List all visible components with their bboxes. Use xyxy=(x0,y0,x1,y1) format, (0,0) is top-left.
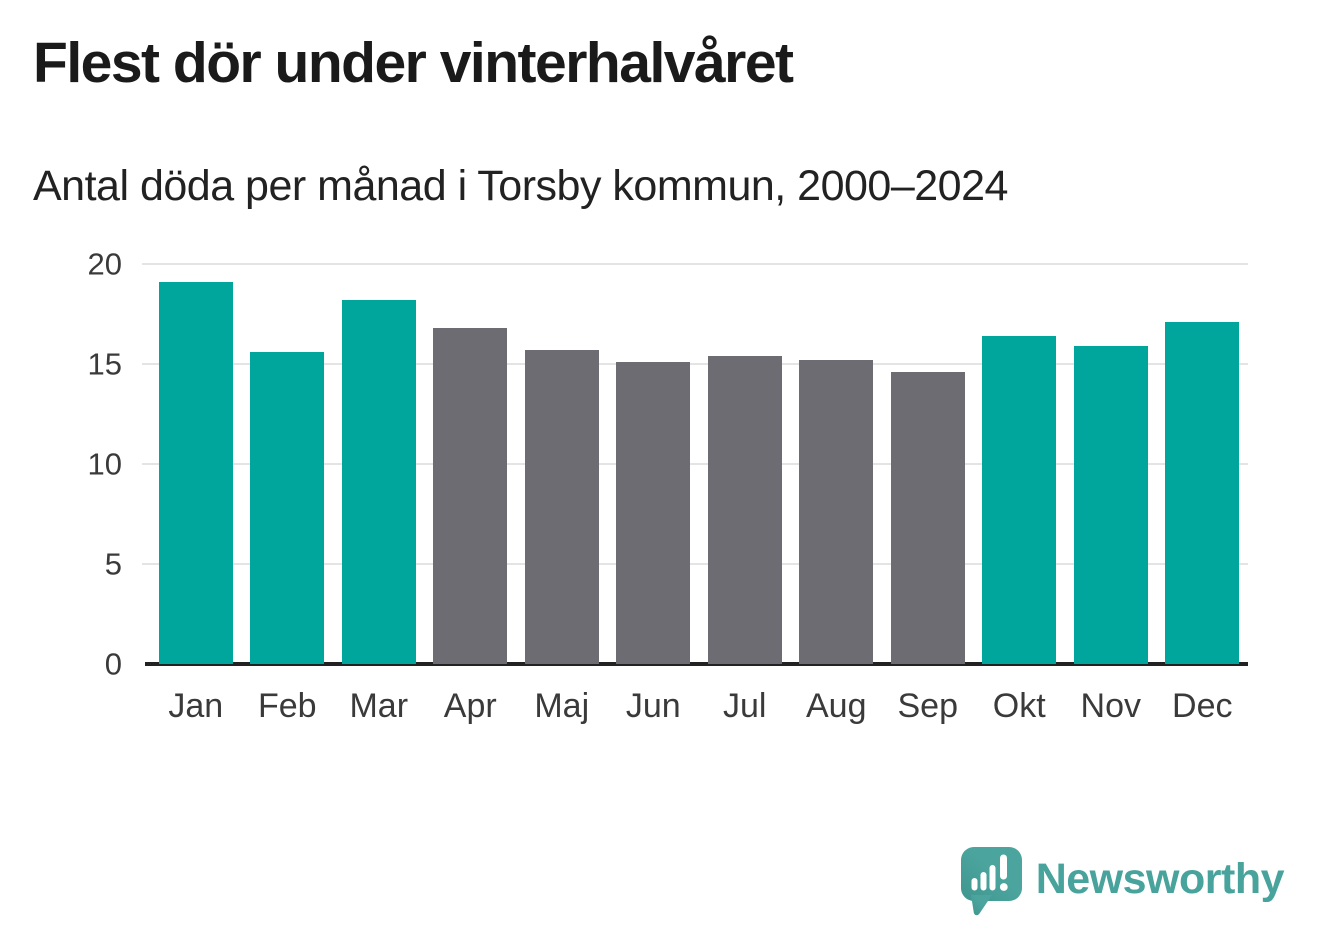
ytick-label-0: 0 xyxy=(104,646,122,682)
bar-maj xyxy=(524,350,599,664)
bar-dec xyxy=(1165,322,1240,664)
bar-slot-feb xyxy=(242,264,334,664)
xtick-label-dec: Dec xyxy=(1172,687,1233,725)
xtick-label-nov: Nov xyxy=(1080,687,1141,725)
plot-area: Jan Feb Mar Apr Maj Jun Jul Aug Sep Okt Nov Dec 20 1… xyxy=(88,249,1248,725)
bar-slot-sep xyxy=(882,264,974,664)
speech-bubble-bar-chart-icon xyxy=(960,847,1022,916)
bar-slot-jul xyxy=(699,264,791,664)
bar-aug xyxy=(799,360,874,664)
gridline-10 xyxy=(142,463,1248,465)
chart-title: Flest dör under vinterhalvåret xyxy=(33,31,794,95)
bar-jun xyxy=(616,362,691,664)
bar-okt xyxy=(982,336,1057,664)
xtick-label-aug: Aug xyxy=(806,687,867,725)
bar-slot-jun xyxy=(608,264,700,664)
ytick-label-5: 5 xyxy=(104,546,122,582)
bars-row xyxy=(150,264,1248,664)
bar-slot-aug xyxy=(791,264,883,664)
gridline-20 xyxy=(142,263,1248,265)
xtick-label-maj: Maj xyxy=(534,687,590,725)
ytick-label-10: 10 xyxy=(87,446,122,482)
xtick-label-jun: Jun xyxy=(625,687,681,725)
bar-jul xyxy=(707,356,782,664)
xtick-label-feb: Feb xyxy=(257,687,317,725)
xtick-label-jan: Jan xyxy=(168,687,224,725)
x-axis-line xyxy=(145,662,1248,666)
bar-slot-okt xyxy=(974,264,1066,664)
newsworthy-brand: Newsworthy xyxy=(960,847,1285,921)
bar-apr xyxy=(433,328,508,664)
bar-jan xyxy=(158,282,233,664)
bar-slot-nov xyxy=(1065,264,1157,664)
xtick-label-apr: Apr xyxy=(443,687,497,725)
xtick-label-sep: Sep xyxy=(897,687,959,725)
ytick-label-20: 20 xyxy=(87,246,122,282)
bar-sep xyxy=(890,372,965,664)
bar-feb xyxy=(250,352,325,664)
bar-nov xyxy=(1073,346,1148,664)
bar-mar xyxy=(341,300,416,664)
bar-slot-dec xyxy=(1157,264,1249,664)
xtick-label-okt: Okt xyxy=(992,687,1046,725)
gridline-5 xyxy=(142,563,1248,565)
chart-subtitle: Antal döda per månad i Torsby kommun, 20… xyxy=(33,162,1008,210)
bar-slot-jan xyxy=(150,264,242,664)
gridline-15 xyxy=(142,363,1248,365)
bar-slot-maj xyxy=(516,264,608,664)
xtick-label-jul: Jul xyxy=(723,687,767,725)
bar-slot-apr xyxy=(425,264,517,664)
bar-slot-mar xyxy=(333,264,425,664)
ytick-label-15: 15 xyxy=(87,346,122,382)
x-axis-labels: Jan Feb Mar Apr Maj Jun Jul Aug Sep Okt Nov Dec xyxy=(150,687,1248,725)
brand-name: Newsworthy xyxy=(1035,854,1285,903)
xtick-label-mar: Mar xyxy=(349,687,409,725)
